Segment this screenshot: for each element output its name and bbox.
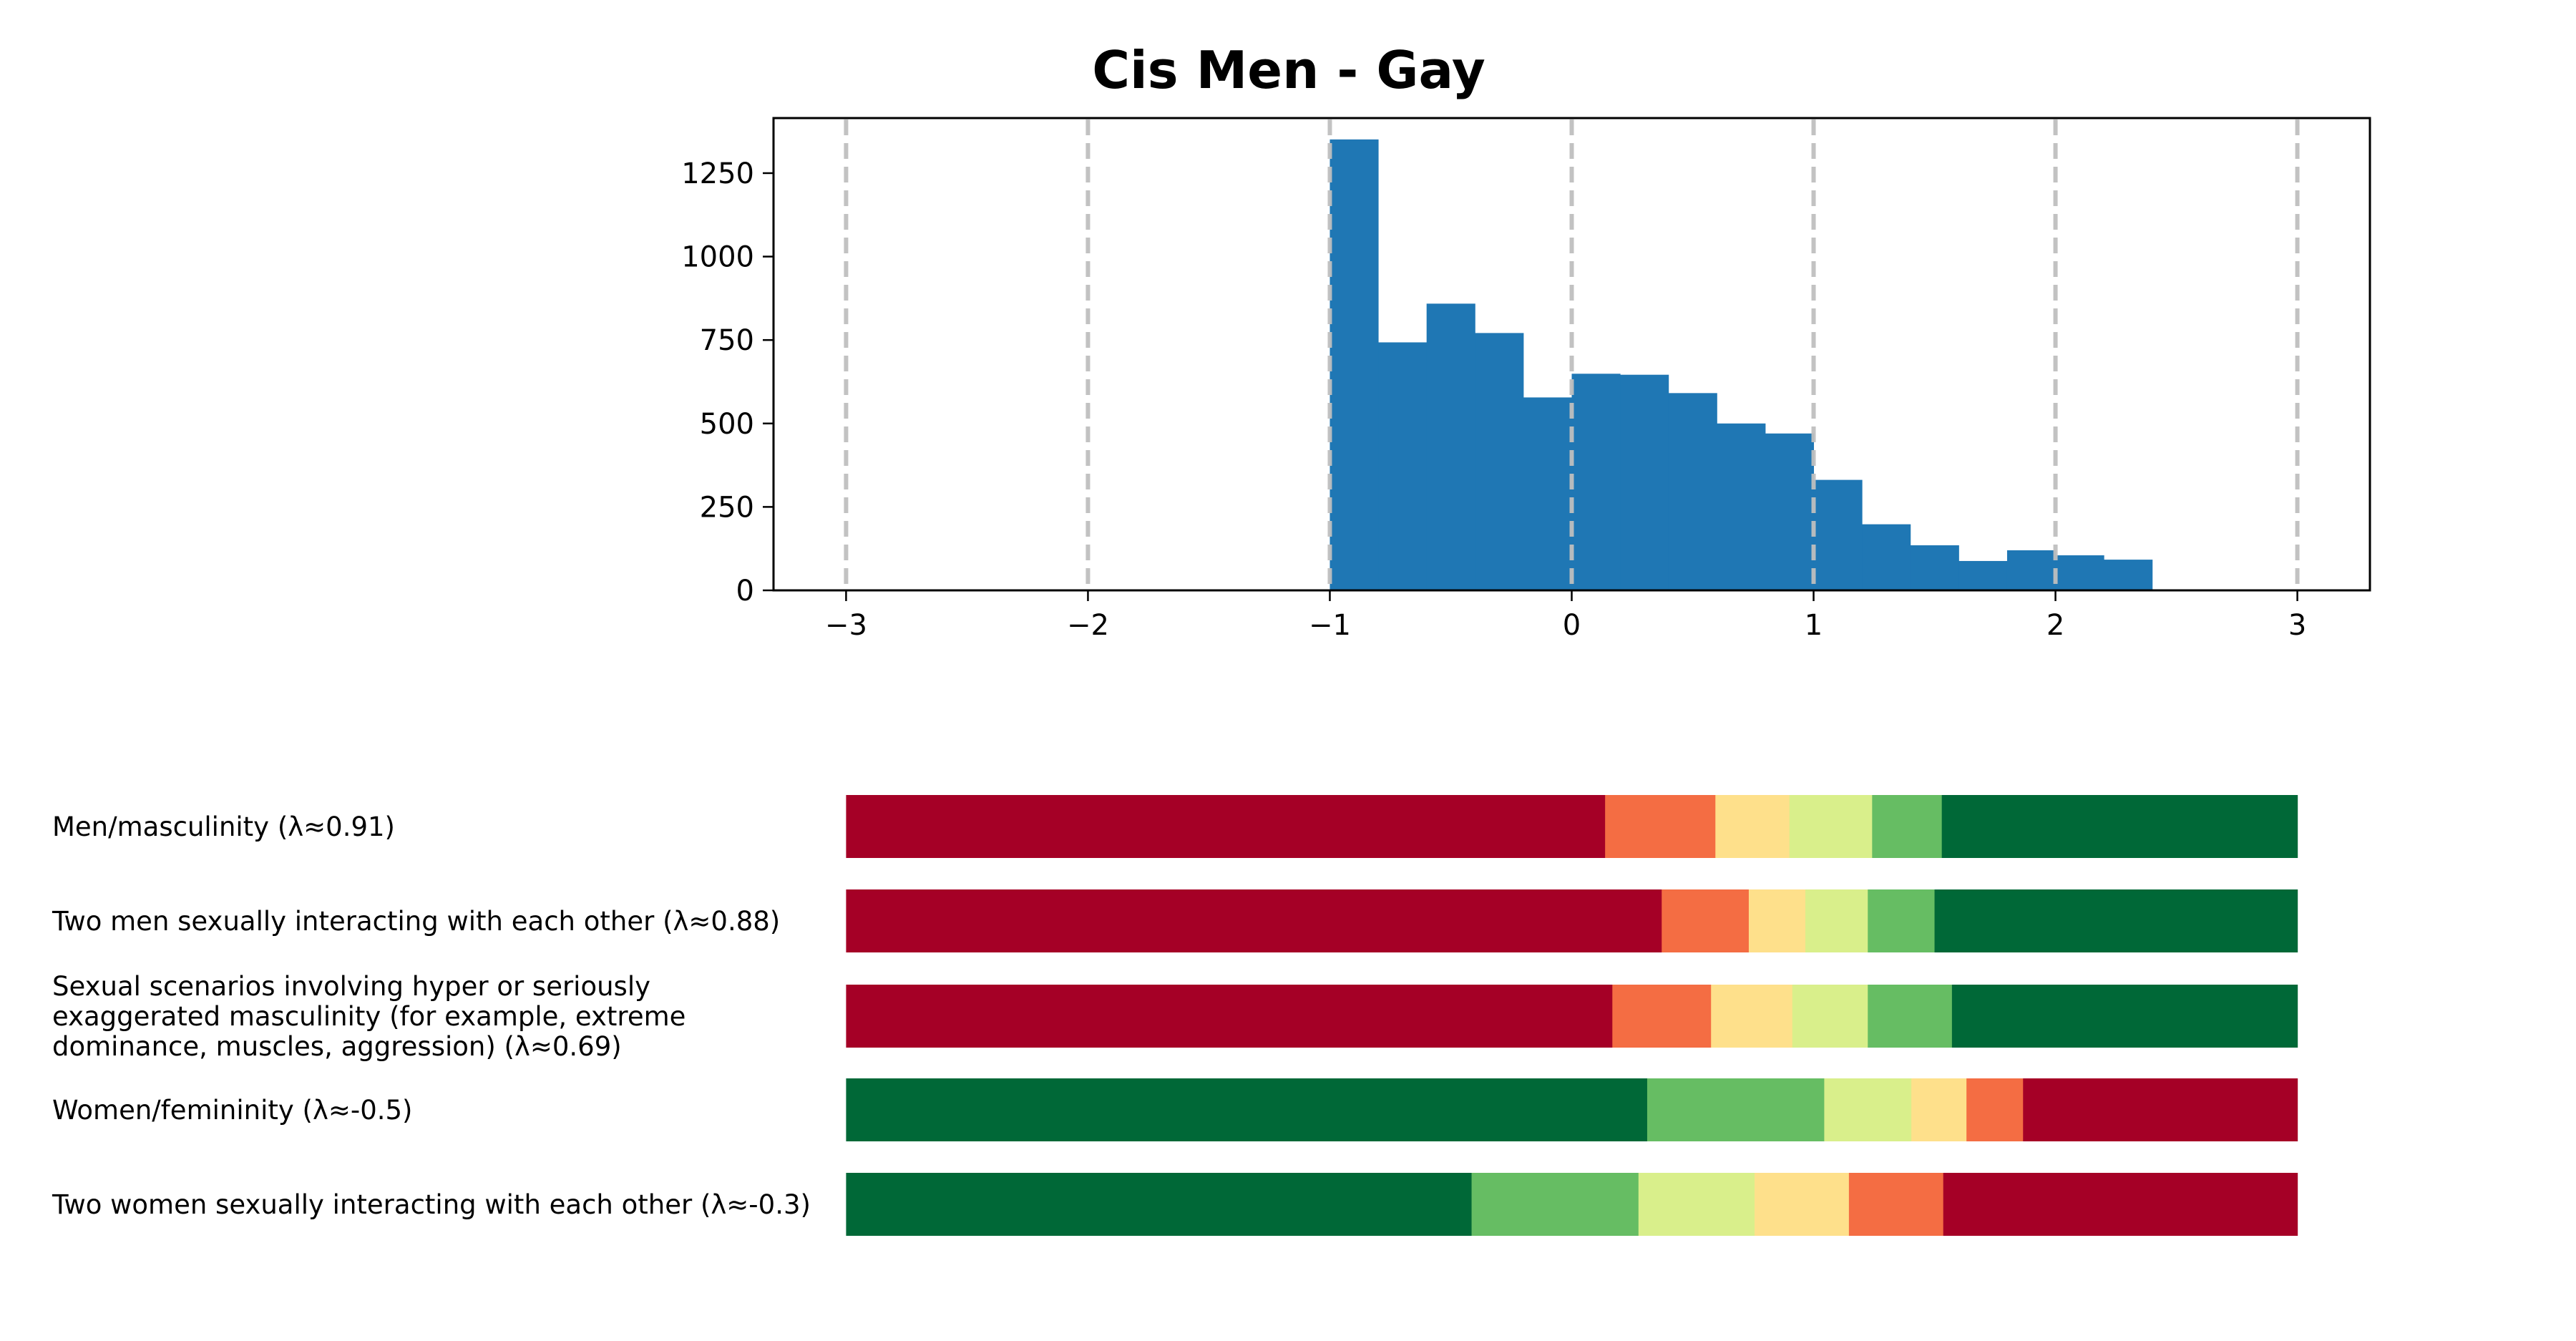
row-label-line: Women/femininity (λ≈-0.5) [52, 1095, 412, 1126]
stacked-bar-segment [1662, 889, 1750, 952]
row-label: Men/masculinity (λ≈0.91) [52, 811, 395, 842]
histogram-bar [1620, 374, 1669, 590]
stacked-bar-segment [1755, 1173, 1850, 1236]
stacked-bar-row [846, 985, 2298, 1048]
stacked-bar-segment [846, 1173, 1473, 1236]
stacked-bar-segment [1605, 795, 1716, 858]
row-label-line: Two women sexually interacting with each… [52, 1189, 811, 1220]
stacked-bar-segment [1848, 1173, 1944, 1236]
stacked-bar-segment [1868, 985, 1953, 1048]
histogram-axes: −3 −2 −1 0 1 2 3 0 250 500 750 1000 1250 [681, 117, 2371, 642]
histogram-bar [1571, 374, 1621, 590]
stacked-bar-segment [1638, 1173, 1755, 1236]
row-labels: Men/masculinity (λ≈0.91) Two men sexually… [52, 811, 811, 1220]
x-tick-label: 1 [1805, 609, 1823, 642]
histogram-bar [1958, 560, 2008, 590]
x-tick-label: −1 [1309, 609, 1351, 642]
chart-title: Cis Men - Gay [1092, 40, 1485, 100]
histogram-bar [1862, 524, 1911, 590]
histogram-bar [1426, 303, 1475, 590]
x-tick-label: 2 [2046, 609, 2064, 642]
row-label-line: Sexual scenarios involving hyper or seri… [52, 971, 650, 1002]
stacked-bar-segment [846, 889, 1662, 952]
stacked-bar-row [846, 1173, 2298, 1236]
stacked-bar-segment [1911, 1078, 1967, 1141]
stacked-bar-segment [846, 795, 1606, 858]
x-tick-label: −3 [825, 609, 867, 642]
x-axis-ticks: −3 −2 −1 0 1 2 3 [825, 590, 2306, 642]
stacked-bar-row [846, 795, 2298, 858]
stacked-bar-segment [1792, 985, 1868, 1048]
stacked-bar-segment [1868, 889, 1936, 952]
stacked-bar-segment [1941, 795, 2298, 858]
histogram-bar [1523, 397, 1572, 590]
y-tick-label: 1250 [681, 157, 754, 190]
row-label: Two women sexually interacting with each… [52, 1189, 811, 1220]
stacked-bar-row [846, 889, 2298, 952]
histogram-bar [1475, 333, 1524, 590]
stacked-bar-segment [2023, 1078, 2298, 1141]
histogram-bar [2104, 560, 2153, 590]
histogram-bar [1330, 139, 1379, 591]
histogram-bar [1378, 342, 1428, 590]
histogram-bar [1765, 433, 1815, 590]
stacked-bar-segment [1872, 795, 1943, 858]
stacked-bar-segment [1934, 889, 2298, 952]
stacked-bar-segment [1789, 795, 1873, 858]
row-label-line: dominance, muscles, aggression) (λ≈0.69) [52, 1031, 622, 1062]
histogram-bar [1813, 479, 1863, 590]
stacked-bar-chart: Men/masculinity (λ≈0.91) Two men sexually… [52, 795, 2298, 1236]
stacked-bar-segment [846, 985, 1613, 1048]
y-tick-label: 250 [700, 491, 754, 524]
stacked-bar-segment [1711, 985, 1793, 1048]
histogram-bar [2055, 555, 2104, 590]
y-axis-ticks: 0 250 500 750 1000 1250 [681, 157, 774, 608]
x-tick-label: 0 [1563, 609, 1581, 642]
row-label-line: Two men sexually interacting with each o… [52, 906, 780, 937]
histogram-bar [1717, 423, 1766, 590]
stacked-bar-segment [1824, 1078, 1912, 1141]
stacked-bar-row [846, 1078, 2298, 1141]
stacked-bar-segment [846, 1078, 1648, 1141]
row-label-line: Men/masculinity (λ≈0.91) [52, 811, 395, 842]
y-tick-label: 1000 [681, 241, 754, 274]
histogram-bar [1910, 545, 1959, 590]
y-tick-label: 500 [700, 408, 754, 441]
row-label-line: exaggerated masculinity (for example, ex… [52, 1001, 686, 1032]
histogram-bars [1330, 139, 2153, 591]
x-tick-label: 3 [2288, 609, 2306, 642]
row-label: Two men sexually interacting with each o… [52, 906, 780, 937]
row-label: Women/femininity (λ≈-0.5) [52, 1095, 412, 1126]
stacked-bar-segment [1715, 795, 1790, 858]
histogram-bar [2006, 550, 2057, 590]
reference-lines [844, 120, 2300, 590]
stacked-bar-segment [1943, 1173, 2298, 1236]
stacked-bar-rows [846, 795, 2298, 1236]
stacked-bar-segment [1951, 985, 2298, 1048]
y-tick-label: 750 [700, 324, 754, 357]
y-tick-label: 0 [736, 575, 754, 608]
histogram-bar [1668, 393, 1717, 590]
stacked-bar-segment [1612, 985, 1712, 1048]
stacked-bar-segment [1646, 1078, 1825, 1141]
row-label: Sexual scenarios involving hyper or seri… [52, 971, 686, 1062]
stacked-bar-segment [1748, 889, 1806, 952]
stacked-bar-segment [1966, 1078, 2024, 1141]
x-tick-label: −2 [1067, 609, 1109, 642]
stacked-bar-segment [1805, 889, 1868, 952]
stacked-bar-segment [1471, 1173, 1639, 1236]
